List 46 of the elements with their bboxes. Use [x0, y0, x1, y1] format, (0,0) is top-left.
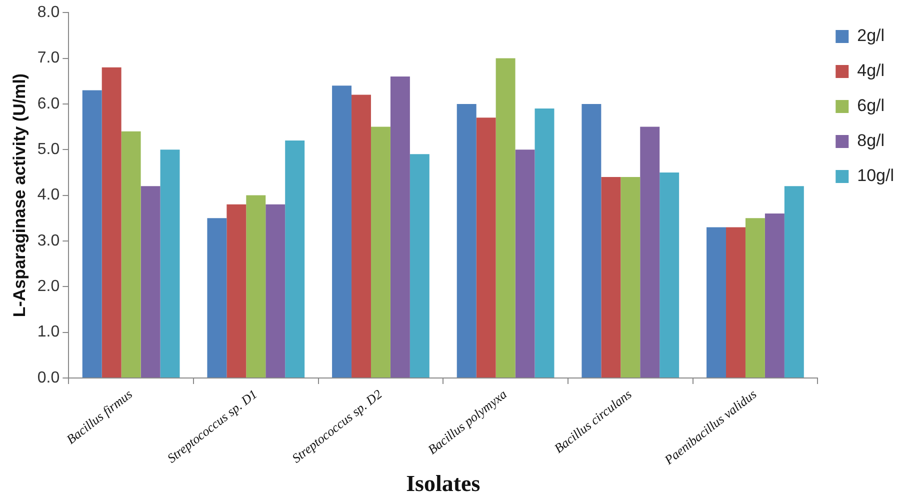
- bar: [456, 104, 476, 378]
- y-tick-label: 1.0: [37, 324, 60, 341]
- bar: [332, 86, 352, 378]
- bar: [660, 172, 680, 378]
- bar: [121, 131, 141, 378]
- bar: [246, 195, 266, 378]
- y-axis-title: L-Asparaginase activity (U/ml): [10, 73, 29, 318]
- y-tick-label: 6.0: [37, 95, 60, 112]
- bar: [496, 58, 516, 378]
- bar: [390, 76, 410, 378]
- legend-label: 4g/l: [857, 61, 885, 80]
- y-tick-label: 4.0: [37, 186, 60, 204]
- bar: [102, 67, 122, 378]
- y-tick-label: 3.0: [37, 232, 60, 250]
- bar: [352, 94, 371, 378]
- bar: [160, 150, 180, 378]
- legend-label: 10g/l: [857, 166, 894, 186]
- bar: [285, 140, 305, 378]
- bar: [410, 154, 430, 378]
- bar: [476, 118, 496, 378]
- y-tick-label: 5.0: [37, 141, 60, 158]
- bar: [266, 204, 286, 378]
- bar: [640, 126, 660, 378]
- y-tick-label: 0.0: [37, 369, 60, 386]
- bar: [745, 218, 765, 378]
- bar: [226, 204, 246, 378]
- bar: [515, 150, 535, 378]
- bar: [726, 227, 746, 378]
- bar: [370, 126, 390, 378]
- legend-label: 2g/l: [857, 26, 885, 46]
- bar: [534, 108, 554, 378]
- bar: [784, 186, 804, 378]
- bar: [601, 177, 621, 378]
- bar: [207, 218, 227, 378]
- y-tick-label: 2.0: [37, 278, 60, 296]
- y-tick-label: 8.0: [37, 4, 60, 22]
- legend-label: 8g/l: [857, 131, 885, 150]
- bar: [140, 186, 160, 378]
- bar: [706, 227, 726, 378]
- bar: [620, 177, 640, 378]
- bar: [582, 104, 602, 378]
- bar: [764, 214, 784, 378]
- legend-label: 6g/l: [857, 96, 885, 116]
- y-tick-label: 7.0: [37, 50, 60, 67]
- bar: [82, 90, 102, 378]
- x-axis-title: Isolates: [406, 471, 480, 496]
